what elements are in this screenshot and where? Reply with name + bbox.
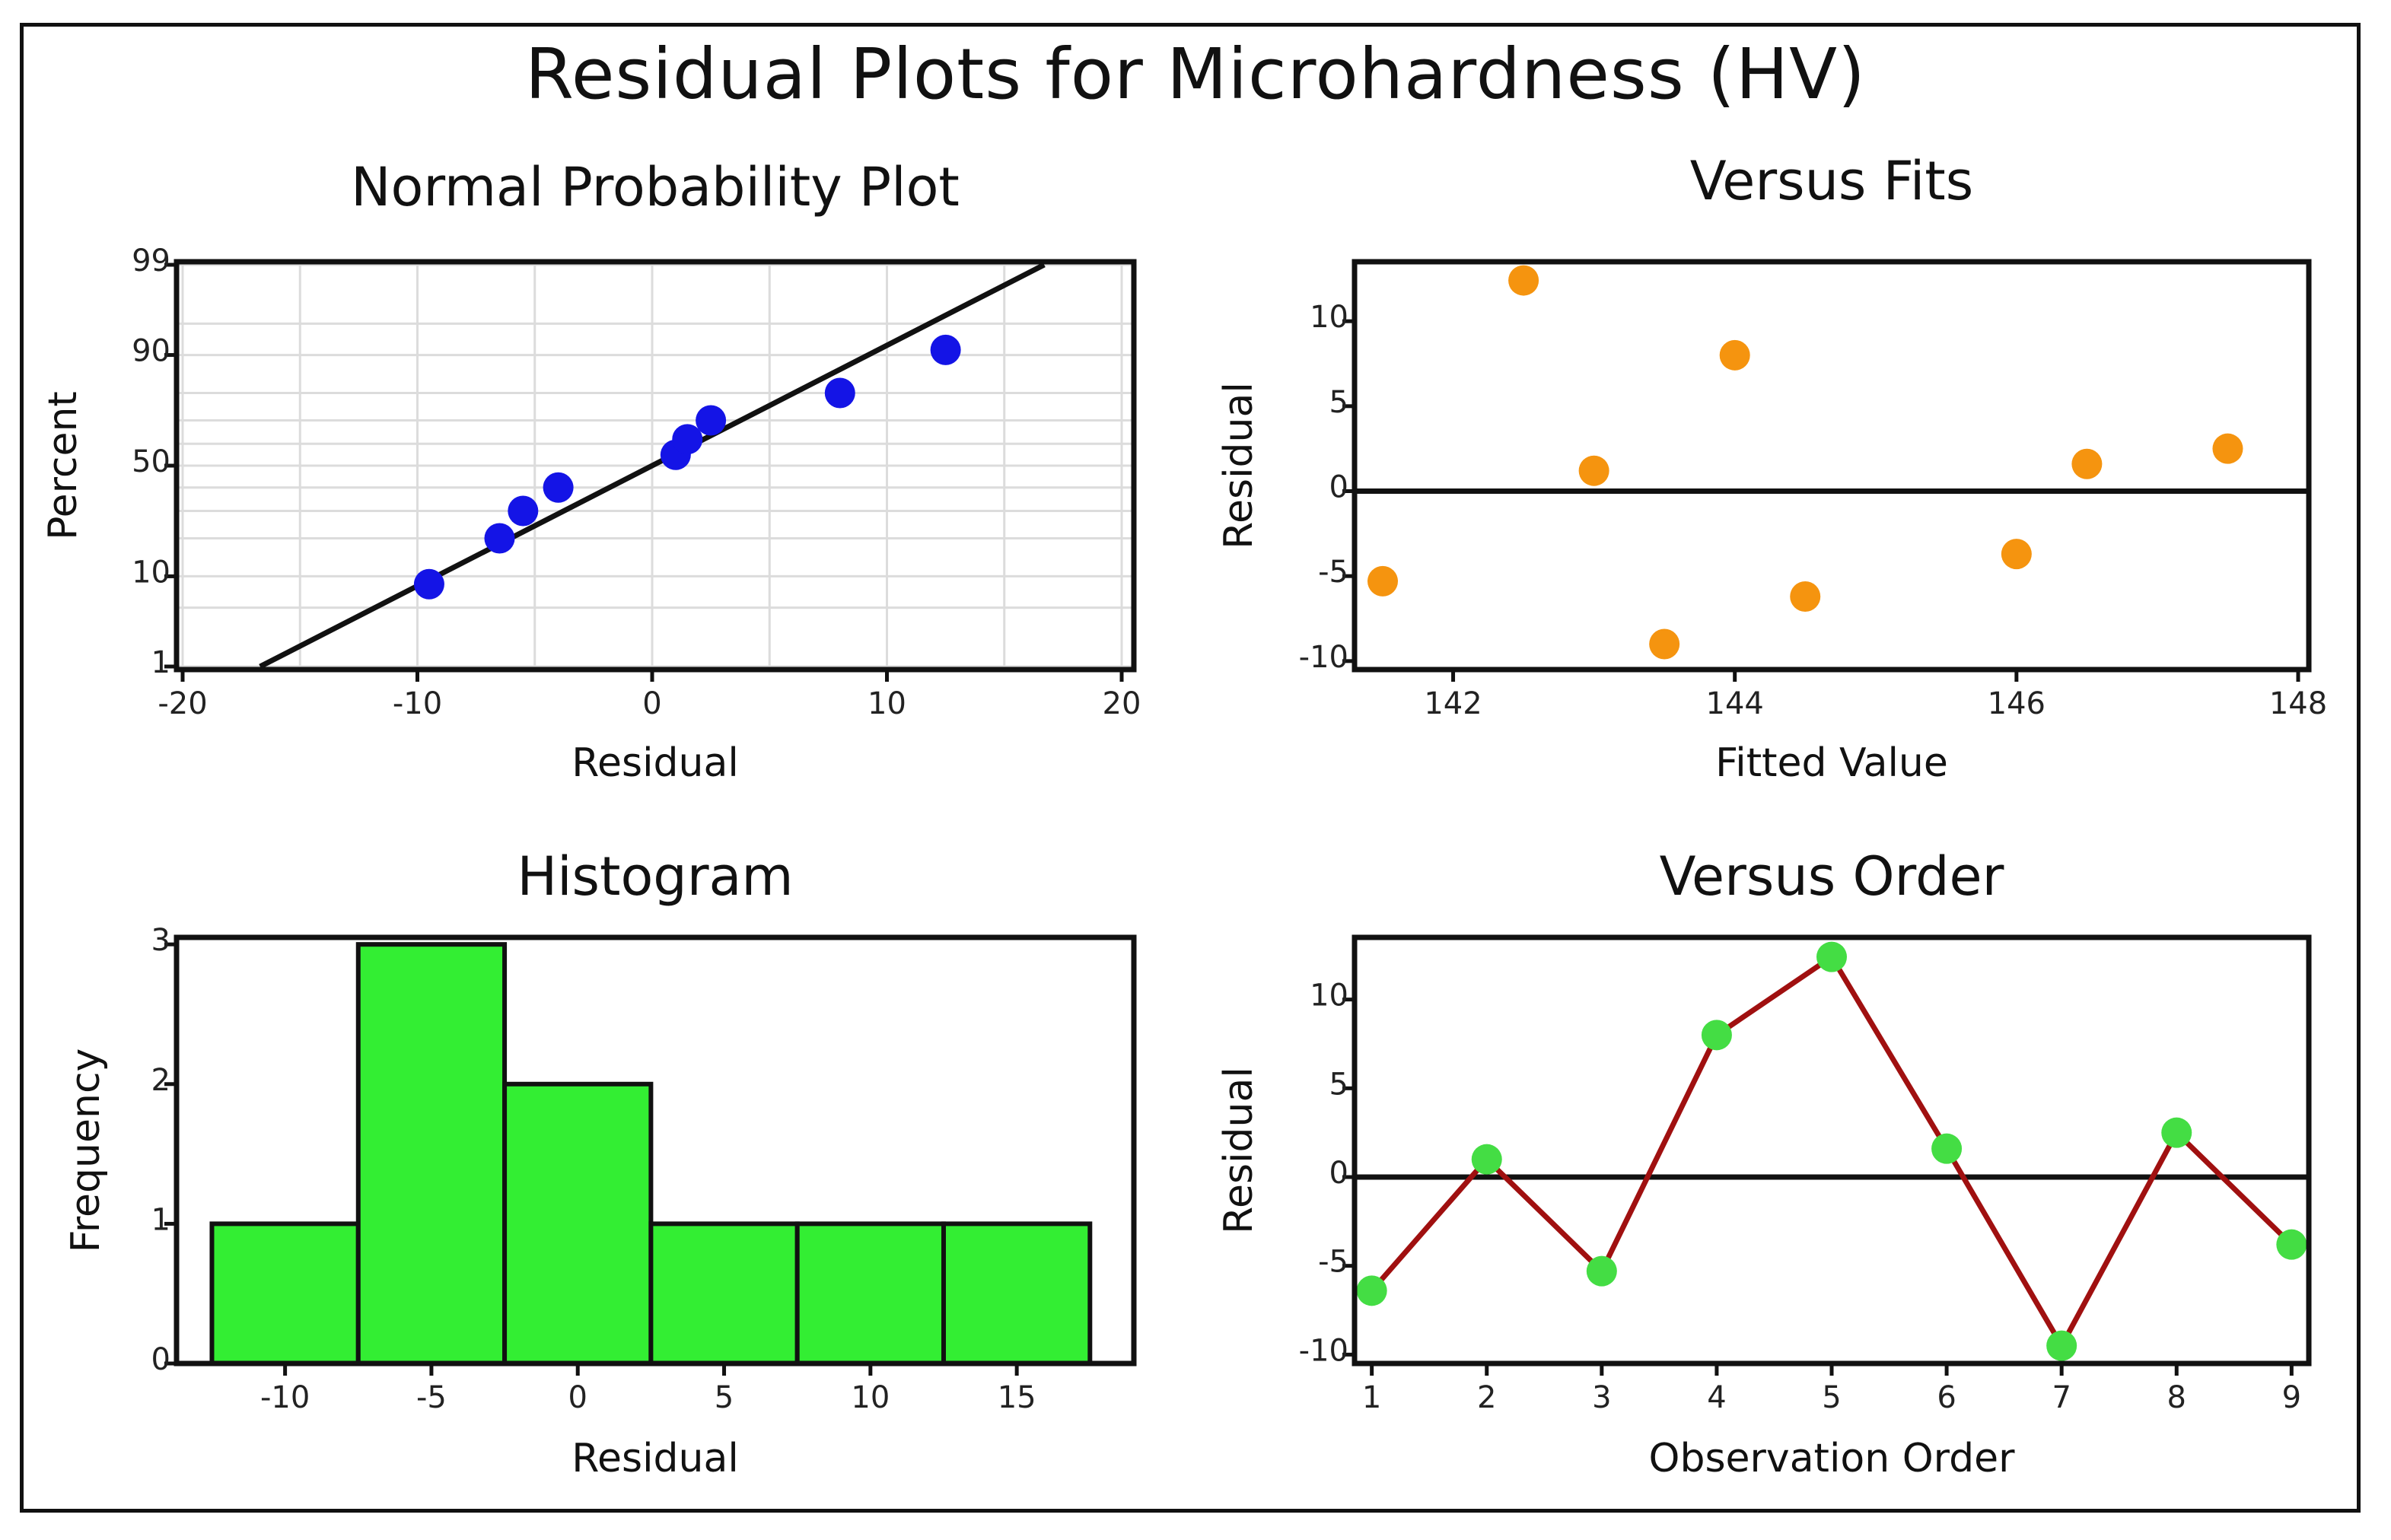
- vorder-y-tick-label: 0: [1329, 1156, 1348, 1191]
- npp-x-axis-label: Residual: [571, 740, 739, 786]
- npp-x-tick-label: 20: [1103, 686, 1141, 721]
- vorder-data-point: [1586, 1255, 1617, 1287]
- hist-y-tick-label: 2: [151, 1063, 170, 1098]
- hist-y-tick-label: 0: [151, 1342, 170, 1377]
- vfits-x-tick-label: 142: [1424, 686, 1482, 721]
- npp-panel: Normal Probability Plot Residual Percent -2…: [40, 156, 1141, 786]
- vfits-data-point: [1508, 265, 1539, 296]
- vorder-panel: Versus Order Observation Order Residual 1 2 3…: [1216, 845, 2312, 1481]
- npp-data-point: [824, 377, 855, 409]
- npp-data-point: [543, 472, 574, 503]
- vorder-data-point: [2161, 1117, 2192, 1148]
- vorder-x-tick-label: 3: [1592, 1380, 1611, 1415]
- vfits-x-axis-label: Fitted Value: [1715, 740, 1948, 786]
- hist-x-tick-label: 15: [998, 1380, 1036, 1415]
- vorder-x-tick-label: 5: [1822, 1380, 1841, 1415]
- vorder-x-tick-label: 8: [2167, 1380, 2186, 1415]
- vorder-x-tick-label: 1: [1362, 1380, 1381, 1415]
- vorder-y-tick-label: 5: [1329, 1067, 1348, 1102]
- vorder-data-point: [1356, 1275, 1387, 1306]
- npp-x-tick-label: 10: [868, 686, 906, 721]
- npp-x-tick-label: 0: [642, 686, 661, 721]
- hist-x-axis-label: Residual: [571, 1436, 739, 1481]
- npp-y-axis-label: Percent: [40, 391, 86, 540]
- hist-bar: [355, 942, 508, 1366]
- hist-x-tick-label: 10: [851, 1380, 890, 1415]
- vfits-y-tick-label: 10: [1310, 300, 1348, 335]
- hist-title: Histogram: [517, 845, 793, 908]
- hist-y-tick-label: 3: [151, 923, 170, 958]
- npp-x-tick-label: -20: [158, 686, 207, 721]
- vorder-x-tick-label: 9: [2282, 1380, 2301, 1415]
- vorder-y-tick-label: -5: [1318, 1245, 1348, 1280]
- npp-data-point: [413, 568, 444, 600]
- hist-bar: [502, 1081, 654, 1366]
- vfits-y-tick-label: -10: [1299, 640, 1348, 675]
- vorder-data-point: [2276, 1229, 2307, 1260]
- vfits-y-tick-label: 5: [1329, 385, 1348, 420]
- vorder-data-point: [1701, 1020, 1732, 1051]
- vorder-data-point: [1816, 941, 1847, 972]
- hist-bar: [941, 1221, 1093, 1366]
- vorder-data-point: [2046, 1330, 2077, 1361]
- vfits-x-tick-label: 144: [1706, 686, 1764, 721]
- vfits-x-tick-label: 146: [1988, 686, 2046, 721]
- vorder-x-tick-label: 4: [1707, 1380, 1726, 1415]
- npp-x-tick-label: -10: [393, 686, 442, 721]
- hist-bar: [794, 1221, 946, 1366]
- npp-y-tick-label: 10: [132, 555, 170, 590]
- vfits-data-point: [2212, 433, 2243, 464]
- vfits-plot-frame: [1352, 259, 2312, 673]
- vorder-series-line: [1370, 954, 2294, 1349]
- hist-panel: Histogram Residual Frequency -10 -5 0 5 10 15 0 1 2…: [63, 845, 1137, 1481]
- vfits-data-point: [2001, 539, 2032, 570]
- vfits-data-point: [1578, 455, 1609, 486]
- vorder-data-point: [1471, 1144, 1502, 1175]
- npp-data-point: [930, 334, 961, 365]
- vfits-data-point: [1649, 628, 1680, 660]
- vfits-data-point: [2071, 448, 2103, 479]
- vfits-data-point: [1367, 565, 1399, 597]
- figure-title: Residual Plots for Microhardness (HV): [525, 33, 1866, 115]
- hist-x-tick-label: 0: [568, 1380, 587, 1415]
- vfits-y-axis-label: Residual: [1216, 382, 1262, 549]
- vfits-data-point: [1790, 581, 1821, 612]
- hist-y-tick-label: 1: [151, 1202, 170, 1237]
- npp-data-point: [696, 405, 727, 436]
- hist-x-tick-label: 5: [715, 1380, 734, 1415]
- npp-data-point: [484, 523, 515, 554]
- vorder-data-point: [1931, 1133, 1963, 1164]
- vfits-y-tick-label: 0: [1329, 470, 1348, 505]
- vorder-x-tick-label: 6: [1937, 1380, 1956, 1415]
- vorder-x-tick-label: 7: [2052, 1380, 2071, 1415]
- hist-plot-frame: [174, 934, 1137, 1367]
- hist-bar: [209, 1221, 361, 1366]
- npp-data-point: [508, 495, 539, 527]
- vfits-x-tick-label: 148: [2269, 686, 2327, 721]
- vorder-x-tick-label: 2: [1477, 1380, 1496, 1415]
- npp-title: Normal Probability Plot: [351, 156, 960, 218]
- vfits-title: Versus Fits: [1690, 150, 1973, 212]
- npp-y-tick-label: 90: [132, 334, 170, 369]
- hist-y-axis-label: Frequency: [63, 1048, 109, 1253]
- npp-y-tick-label: 99: [132, 243, 170, 278]
- hist-x-tick-label: -10: [260, 1380, 310, 1415]
- hist-x-tick-label: -5: [416, 1380, 447, 1415]
- vorder-x-axis-label: Observation Order: [1649, 1436, 2016, 1481]
- npp-y-tick-label: 50: [132, 444, 170, 479]
- vorder-y-axis-label: Residual: [1216, 1067, 1262, 1234]
- npp-y-tick-label: 1: [151, 645, 170, 680]
- vfits-panel: Versus Fits Fitted Value Residual 142 144 146…: [1216, 150, 2327, 786]
- vorder-y-tick-label: 10: [1310, 978, 1348, 1013]
- npp-data-point: [672, 424, 703, 455]
- vfits-y-tick-label: -5: [1318, 555, 1348, 590]
- vorder-title: Versus Order: [1660, 845, 2004, 908]
- vfits-data-point: [1719, 339, 1750, 371]
- hist-bar: [648, 1221, 800, 1366]
- vorder-y-tick-label: -10: [1299, 1333, 1348, 1368]
- npp-fit-line: [259, 262, 1046, 670]
